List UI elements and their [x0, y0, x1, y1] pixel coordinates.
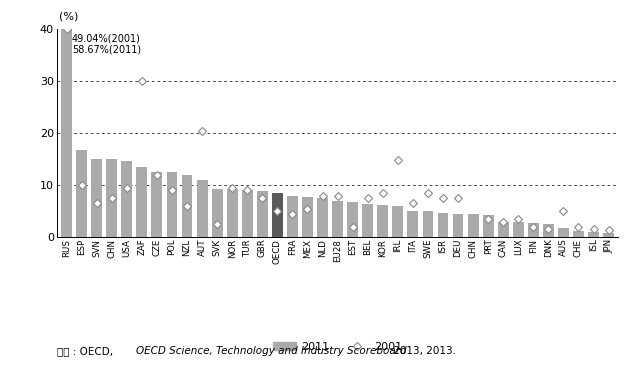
Bar	[423, 211, 433, 237]
Text: 자료 : OECD,: 자료 : OECD,	[57, 346, 116, 356]
Bar	[287, 196, 298, 237]
Bar	[242, 191, 252, 237]
Bar	[182, 175, 192, 237]
Bar	[257, 192, 268, 237]
Bar	[558, 228, 569, 237]
Bar	[167, 172, 177, 237]
Bar	[332, 201, 343, 237]
Bar	[603, 233, 614, 237]
Bar	[513, 222, 524, 237]
Text: (%): (%)	[59, 11, 78, 22]
Text: 58.67%(2011): 58.67%(2011)	[72, 45, 141, 55]
Bar	[483, 215, 493, 237]
Bar	[452, 214, 463, 237]
Bar	[408, 211, 418, 237]
Bar	[377, 205, 388, 237]
Bar	[498, 222, 509, 237]
Bar	[91, 159, 102, 237]
Bar	[272, 192, 283, 237]
Bar	[528, 223, 539, 237]
Bar	[151, 172, 162, 237]
Legend: 2011, 2001: 2011, 2001	[269, 338, 406, 357]
Bar	[227, 189, 238, 237]
Text: 49.04%(2001): 49.04%(2001)	[72, 33, 141, 43]
Bar	[392, 206, 403, 237]
Bar	[543, 224, 554, 237]
Bar	[347, 203, 358, 237]
Bar	[76, 150, 87, 237]
Bar	[468, 214, 478, 237]
Bar	[121, 161, 133, 237]
Bar	[107, 159, 117, 237]
Bar	[317, 198, 328, 237]
Bar	[136, 167, 147, 237]
Text: OECD Science, Technology and Industry Scoreboard: OECD Science, Technology and Industry Sc…	[136, 346, 406, 356]
Bar	[362, 204, 373, 237]
Text: 2013, 2013.: 2013, 2013.	[390, 346, 456, 356]
Bar	[61, 29, 72, 237]
Bar	[302, 197, 313, 237]
Bar	[588, 232, 599, 237]
Bar	[573, 231, 584, 237]
Bar	[197, 180, 208, 237]
Bar	[212, 189, 223, 237]
Bar	[437, 213, 449, 237]
